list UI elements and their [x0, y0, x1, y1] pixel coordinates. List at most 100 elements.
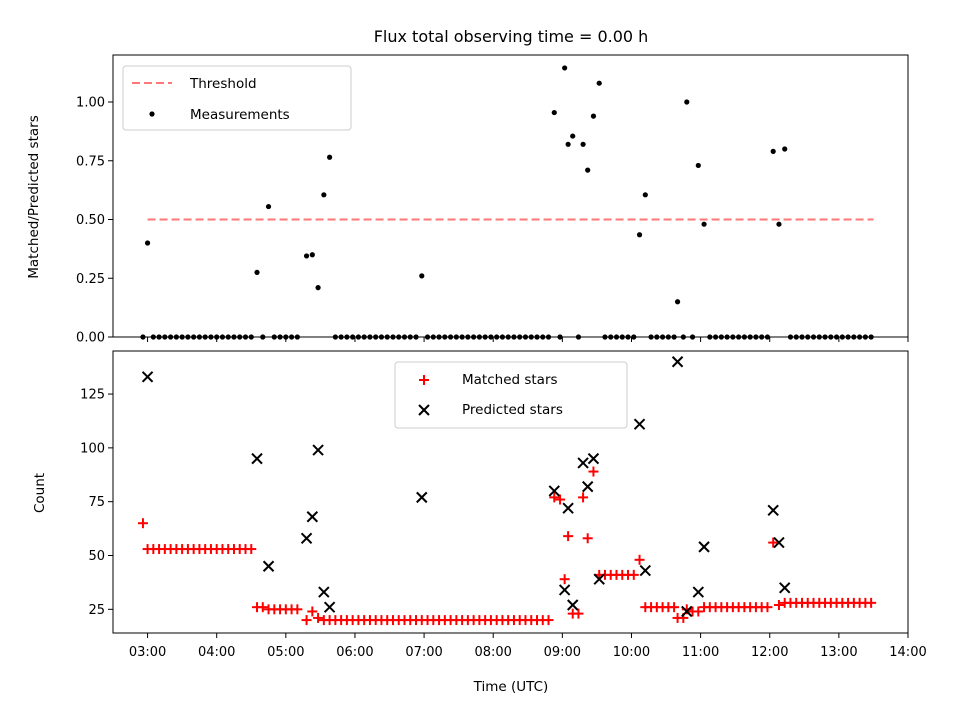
predicted-star-point [323, 601, 336, 613]
predicted-star-point [681, 605, 693, 618]
x-tick-label: 08:00 [474, 645, 511, 660]
predicted-star-point [141, 371, 154, 383]
matched-star-point [292, 604, 303, 615]
bottom-x-ticks: 03:00 04:00 05:00 06:00 07:00 08:00 09:00 10:00… [129, 633, 927, 660]
matched-star-point [559, 574, 570, 585]
matched-star-point [313, 612, 324, 623]
predicted-star-point [558, 584, 571, 596]
x-tick-label: 06:00 [336, 645, 373, 660]
measurement-point [770, 148, 776, 154]
predicted-star-point [251, 452, 263, 465]
top-x-ticks [147, 337, 909, 342]
matched-star-point [588, 466, 599, 477]
matched-star-point [634, 554, 645, 565]
measurement-point [636, 232, 643, 238]
matched-star-points [137, 466, 877, 626]
measurement-point [782, 146, 788, 152]
matched-star-point [773, 600, 784, 611]
legend-measurements-label: Measurements [190, 107, 290, 123]
measurement-point [303, 253, 310, 259]
measurement-point [596, 80, 602, 86]
measurement-point [590, 113, 597, 119]
predicted-star-point [639, 564, 652, 577]
x-tick-label: 05:00 [267, 645, 304, 660]
y-tick-label: 50 [88, 549, 105, 564]
measurement-point [562, 65, 568, 71]
matched-star-point [307, 606, 318, 617]
predicted-star-point [262, 560, 275, 572]
predicted-star-point [577, 457, 589, 469]
matched-star-point [257, 602, 268, 613]
y-tick-label: 25 [88, 603, 105, 618]
top-plot-frame [112, 54, 909, 338]
predicted-star-point [581, 480, 594, 493]
matched-star-point [866, 597, 877, 608]
x-tick-label: 11:00 [682, 645, 719, 660]
y-tick-label: 0.75 [76, 154, 105, 169]
matched-star-point [628, 569, 639, 580]
matched-star-point [762, 602, 773, 613]
measurement-point [265, 203, 272, 210]
predicted-star-point [779, 582, 791, 594]
chart-title: Flux total observing time = 0.00 h [374, 27, 649, 46]
x-tick-label: 14:00 [889, 645, 926, 660]
predicted-star-point [587, 452, 600, 465]
predicted-star-point [416, 491, 428, 504]
x-tick-label: 07:00 [405, 645, 442, 660]
predicted-star-point [562, 502, 574, 514]
predicted-star-point [633, 418, 646, 430]
matched-star-point [301, 615, 312, 626]
measurement-point [674, 299, 681, 305]
x-axis-label: Time (UTC) [473, 679, 549, 695]
x-tick-label: 10:00 [613, 645, 650, 660]
predicted-star-points [141, 356, 791, 618]
measurement-point [695, 162, 701, 169]
x-tick-label: 12:00 [751, 645, 788, 660]
y-tick-label: 100 [80, 441, 105, 456]
legend-predicted-swatch [418, 404, 430, 416]
predicted-star-point [671, 356, 684, 368]
matched-star-point [768, 537, 779, 548]
y-tick-label: 0.50 [76, 213, 105, 228]
predicted-star-point [306, 511, 319, 523]
measurement-point [144, 240, 151, 246]
predicted-star-point [318, 586, 330, 598]
measurement-point [321, 192, 327, 198]
x-tick-label: 03:00 [129, 645, 166, 660]
y-tick-label: 75 [88, 495, 105, 510]
measurement-point [684, 99, 690, 105]
bottom-legend-box [394, 361, 628, 429]
y-tick-label: 125 [80, 388, 105, 403]
legend-predicted-label: Predicted stars [462, 402, 563, 418]
measurement-point [327, 154, 333, 160]
top-y-axis-label: Matched/Predicted stars [26, 115, 42, 278]
x-tick-label: 13:00 [820, 645, 857, 660]
matched-star-point [573, 608, 584, 619]
predicted-star-point [567, 599, 579, 611]
predicted-star-point [773, 536, 785, 549]
legend-matched-swatch [419, 375, 429, 385]
measurement-point [551, 109, 557, 116]
matched-star-point [246, 544, 257, 555]
y-tick-label: 1.00 [76, 96, 105, 111]
top-panel: Flux total observing time = 0.00 h 0.00 0… [26, 27, 909, 346]
matched-star-point [582, 533, 593, 544]
matched-star-point [693, 606, 704, 617]
matched-star-point [555, 494, 566, 505]
x-tick-label: 09:00 [544, 645, 581, 660]
legend-threshold-label: Threshold [189, 76, 257, 92]
measurement-point [309, 252, 315, 258]
matched-star-point [137, 518, 148, 529]
measurement-point [570, 133, 576, 139]
y-tick-label: 0.00 [76, 331, 105, 346]
measurement-point [776, 221, 782, 227]
measurement-point [419, 273, 425, 279]
legend-measurements-swatch [149, 111, 155, 117]
top-legend: Threshold Measurements [122, 65, 352, 131]
predicted-star-point [593, 573, 605, 585]
x-tick-label: 04:00 [198, 645, 235, 660]
top-legend-box [122, 65, 352, 131]
measurement-point [254, 269, 260, 275]
bottom-legend: Matched stars Predicted stars [394, 361, 628, 429]
